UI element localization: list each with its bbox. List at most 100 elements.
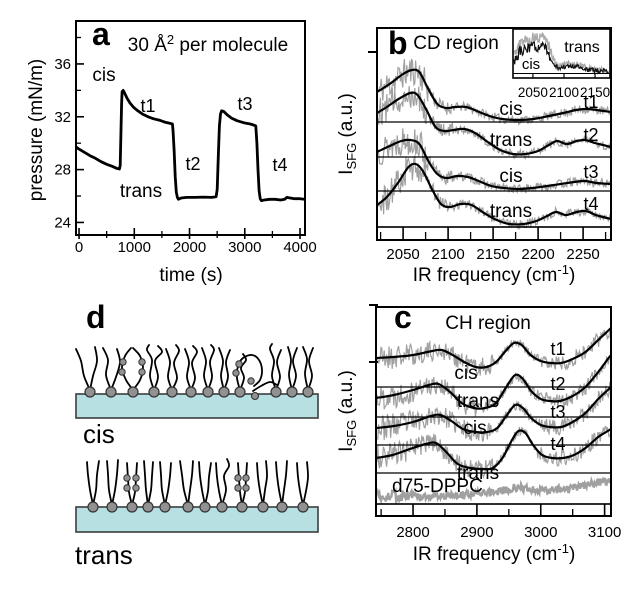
x-tick-label: 3100 [588, 524, 621, 541]
substrate-trans [75, 506, 319, 533]
label-trans: trans [490, 130, 532, 151]
label-cis: cis [499, 166, 522, 187]
lipid-tail [281, 460, 288, 506]
tag-t4: t4 [550, 434, 565, 454]
x-tick-label: 2250 [566, 246, 599, 263]
spectrum-fit-t1 [377, 68, 611, 122]
spectrum-fit-t1 [376, 326, 611, 369]
tag-t4: t4 [583, 194, 598, 214]
panel-c-title: CH region [445, 313, 531, 334]
tag-t1: t1 [583, 92, 598, 112]
annotation-t3: t3 [237, 94, 252, 114]
lipid-headgroup [218, 386, 230, 398]
lipid-tail [302, 346, 309, 391]
azobenzene-dot [232, 369, 240, 377]
plot-frame-c [375, 306, 612, 517]
azobenzene-dot [123, 484, 131, 492]
lipid-tail [275, 461, 283, 506]
lipid-tail [179, 460, 189, 506]
lipid-tail [89, 346, 98, 391]
spectrum-fit-t3 [376, 385, 611, 434]
x-tick-label: 2100 [431, 246, 464, 263]
lipid-headgroup [159, 501, 171, 513]
monolayer-trans: trans [75, 458, 319, 570]
label-cis: cis [463, 418, 486, 439]
spectrum-fit-t3 [377, 138, 611, 191]
azobenzene-dot [242, 474, 250, 482]
lipid-headgroup [148, 386, 160, 398]
tag-t1: t1 [550, 339, 565, 359]
lipid-tail [239, 353, 247, 391]
azobenzene-dot [138, 358, 146, 366]
lipid-headgroup [185, 386, 197, 398]
monolayer-cis: cis [75, 343, 319, 449]
panel-a: 0 1000 2000 3000 4000 24 28 32 36 30 Å2 per molec… [26, 20, 317, 286]
lipid-headgroup [286, 386, 298, 398]
lipid-headgroup [270, 386, 282, 398]
inset-trace-cis [513, 40, 609, 75]
label-cis: cis [499, 99, 522, 120]
annotation-trans: trans [120, 181, 162, 202]
x-tick-label: 0 [75, 239, 83, 256]
lipid-tail [275, 349, 282, 391]
lipid-tail [164, 462, 172, 506]
lipid-headgroup [182, 501, 194, 513]
lipid-headgroup [199, 501, 211, 513]
substrate-cis [75, 393, 319, 419]
label-trans: trans [457, 391, 499, 412]
lipid-headgroup [127, 386, 139, 398]
lipid-tail [184, 348, 192, 391]
panel-a-title: 30 Å2 per molecule [128, 32, 288, 56]
y-tick-label: 24 [54, 214, 71, 231]
x-tick-label: 2200 [521, 246, 554, 263]
x-axis-label: time (s) [159, 265, 222, 286]
lipid-headgroup [106, 501, 118, 513]
lipid-tail [92, 460, 100, 506]
lipid-tail [86, 461, 94, 506]
lipid-headgroup [234, 386, 246, 398]
lipid-tail [201, 347, 209, 391]
inset-tick-label: 2150 [580, 85, 610, 100]
y-tick-label: 28 [54, 162, 71, 179]
y-tick-label: 36 [54, 56, 71, 73]
lipid-tail [187, 460, 194, 506]
lipid-headgroup [84, 386, 96, 398]
lipid-tail [132, 347, 144, 391]
panel-d: cis trans [75, 343, 319, 570]
x-tick-label: 2900 [460, 524, 493, 541]
lipid-tail [296, 462, 304, 506]
annotation-t2: t2 [185, 154, 200, 174]
lipid-tail [159, 461, 166, 506]
lipid-headgroup [257, 501, 269, 513]
lipid-tail [207, 344, 215, 391]
tag-t3: t3 [550, 402, 565, 422]
lipid-tail [269, 343, 277, 391]
x-tick-label: 2800 [396, 524, 429, 541]
lipid-headgroup [202, 386, 214, 398]
y-axis-label: ISFG (a.u.) [336, 370, 359, 452]
tag-t2: t2 [583, 125, 598, 145]
lipid-tail [110, 348, 121, 391]
x-tick-label: 3000 [228, 239, 261, 256]
lipid-tail [75, 348, 91, 391]
lipid-tail [287, 346, 293, 391]
azobenzene-dot [234, 484, 242, 492]
y-tick-label: 32 [54, 109, 71, 126]
tag-t2: t2 [550, 374, 565, 394]
spectrum-fit-t4 [376, 427, 611, 471]
lipid-tail [215, 462, 223, 506]
lipid-headgroup [126, 501, 138, 513]
lipid-headgroup [216, 501, 228, 513]
lipid-headgroup [105, 386, 117, 398]
panel-letter-d: d [86, 299, 106, 335]
azobenzene-dot [119, 358, 127, 366]
inset: 2050 2100 2150 trans cis [512, 28, 611, 100]
annotation-t1: t1 [140, 96, 155, 116]
panel-letter-b: b [388, 25, 408, 61]
lipid-headgroup [302, 386, 314, 398]
x-tick-label: 2050 [386, 246, 419, 263]
spectrum-fit-t2 [377, 91, 611, 156]
inset-tick-label: 2050 [518, 85, 548, 100]
